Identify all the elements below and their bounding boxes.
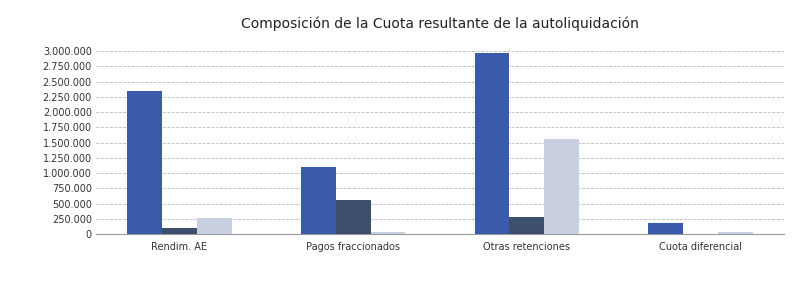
- Bar: [336, 200, 370, 234]
- Title: Composición de la Cuota resultante de la autoliquidación: Composición de la Cuota resultante de la…: [241, 16, 639, 31]
- Bar: [718, 232, 753, 234]
- Bar: [510, 217, 544, 234]
- Bar: [474, 53, 510, 234]
- Bar: [370, 232, 406, 234]
- Legend: Directa, Objetiva no agrícola, Objetiva agrícola: Directa, Objetiva no agrícola, Objetiva …: [276, 299, 604, 300]
- Bar: [301, 167, 336, 234]
- Bar: [162, 228, 197, 234]
- Bar: [544, 139, 579, 234]
- Bar: [197, 218, 231, 234]
- Bar: [127, 91, 162, 234]
- Bar: [649, 223, 683, 234]
